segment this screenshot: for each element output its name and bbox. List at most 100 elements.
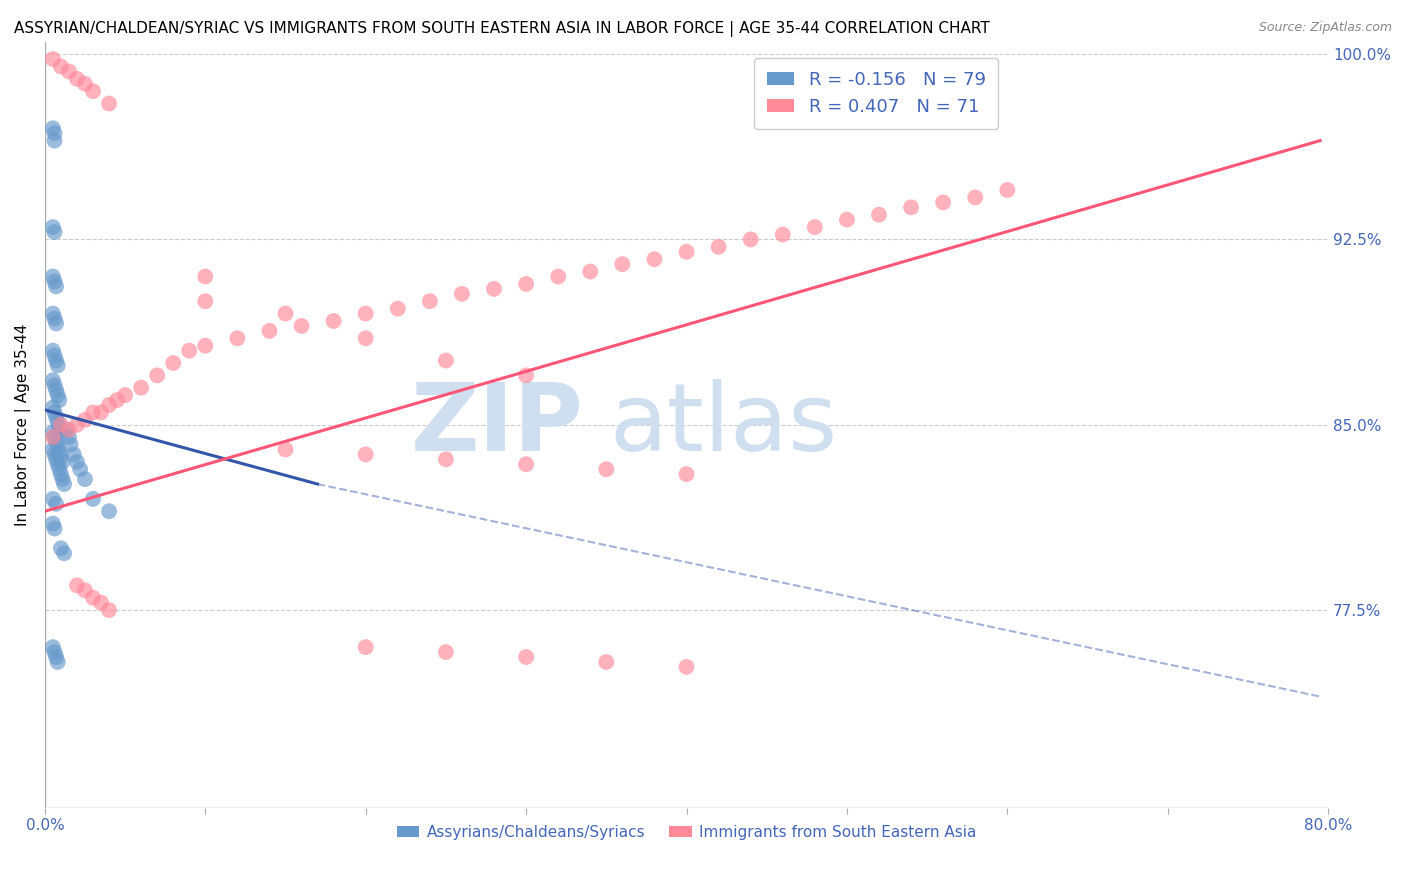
Point xyxy=(42,516,65,531)
Point xyxy=(73,77,96,91)
Point xyxy=(675,244,697,259)
Text: Source: ZipAtlas.com: Source: ZipAtlas.com xyxy=(1258,21,1392,34)
Point xyxy=(48,445,70,459)
Point xyxy=(49,450,72,464)
Point xyxy=(900,200,922,214)
Point xyxy=(55,423,77,437)
Point xyxy=(53,477,76,491)
Point xyxy=(226,331,249,345)
Point xyxy=(73,472,96,486)
Point xyxy=(98,504,121,518)
Point xyxy=(98,96,121,111)
Point xyxy=(44,405,66,419)
Point xyxy=(707,240,730,254)
Point xyxy=(105,392,128,407)
Point xyxy=(46,415,69,429)
Point xyxy=(58,430,80,444)
Point xyxy=(965,190,987,204)
Point xyxy=(62,447,84,461)
Point xyxy=(45,435,67,450)
Point xyxy=(547,269,569,284)
Point xyxy=(42,401,65,415)
Point xyxy=(45,650,67,665)
Point xyxy=(932,195,955,210)
Point xyxy=(835,212,858,227)
Point xyxy=(42,121,65,136)
Point xyxy=(90,405,112,419)
Point xyxy=(419,294,441,309)
Point xyxy=(82,591,104,605)
Point xyxy=(643,252,665,267)
Point xyxy=(42,430,65,444)
Point xyxy=(51,455,73,469)
Point xyxy=(42,442,65,457)
Point xyxy=(49,417,72,432)
Point xyxy=(45,279,67,293)
Point xyxy=(44,275,66,289)
Point xyxy=(44,349,66,363)
Point xyxy=(675,467,697,482)
Point xyxy=(82,491,104,506)
Point xyxy=(48,392,70,407)
Point xyxy=(45,353,67,368)
Point xyxy=(59,437,82,451)
Point xyxy=(45,452,67,467)
Point xyxy=(146,368,169,383)
Point xyxy=(354,307,377,321)
Point xyxy=(740,232,762,246)
Point xyxy=(98,398,121,412)
Point xyxy=(44,430,66,444)
Point xyxy=(42,220,65,235)
Point xyxy=(274,307,297,321)
Point xyxy=(434,452,457,467)
Point xyxy=(66,71,89,86)
Point xyxy=(995,183,1018,197)
Point xyxy=(42,491,65,506)
Point xyxy=(129,381,152,395)
Point xyxy=(804,220,827,235)
Point xyxy=(675,660,697,674)
Point xyxy=(44,126,66,140)
Point xyxy=(66,455,89,469)
Point xyxy=(42,343,65,358)
Point xyxy=(579,264,602,278)
Point xyxy=(49,541,72,556)
Point xyxy=(179,343,201,358)
Point xyxy=(44,225,66,239)
Text: atlas: atlas xyxy=(610,379,838,471)
Point xyxy=(44,378,66,392)
Point xyxy=(162,356,184,370)
Point xyxy=(42,373,65,387)
Point xyxy=(45,317,67,331)
Point xyxy=(595,462,617,476)
Point xyxy=(98,603,121,617)
Point xyxy=(322,314,344,328)
Point xyxy=(194,294,217,309)
Point xyxy=(46,440,69,454)
Point xyxy=(66,578,89,592)
Point xyxy=(69,462,91,476)
Point xyxy=(42,269,65,284)
Point xyxy=(53,546,76,560)
Point xyxy=(42,52,65,66)
Point xyxy=(44,522,66,536)
Y-axis label: In Labor Force | Age 35-44: In Labor Force | Age 35-44 xyxy=(15,324,31,526)
Point xyxy=(42,307,65,321)
Point xyxy=(58,64,80,78)
Point xyxy=(387,301,409,316)
Point xyxy=(868,208,890,222)
Legend: Assyrians/Chaldeans/Syriacs, Immigrants from South Eastern Asia: Assyrians/Chaldeans/Syriacs, Immigrants … xyxy=(391,819,983,847)
Point xyxy=(194,269,217,284)
Point xyxy=(354,331,377,345)
Point xyxy=(42,425,65,439)
Point xyxy=(274,442,297,457)
Point xyxy=(595,655,617,669)
Point xyxy=(44,311,66,326)
Point xyxy=(73,413,96,427)
Point xyxy=(194,339,217,353)
Point xyxy=(515,277,537,291)
Point xyxy=(46,359,69,373)
Point xyxy=(44,447,66,461)
Point xyxy=(44,645,66,659)
Point xyxy=(45,383,67,397)
